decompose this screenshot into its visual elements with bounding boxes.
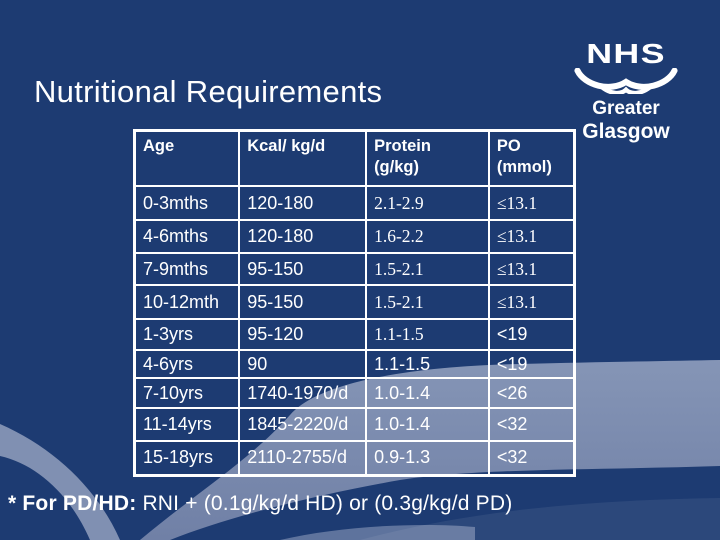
table-cell: 95-120 [238, 318, 368, 351]
table-cell: 10-12mth [133, 284, 241, 320]
table-header-line: Kcal/ kg/d [247, 137, 326, 155]
table-cell: <32 [487, 407, 576, 442]
swoosh-bottom-wedge [280, 524, 475, 540]
table-cell: <19 [487, 318, 576, 351]
table-cell: 1.6-2.2 [365, 219, 490, 254]
table-cell: 11-14yrs [133, 407, 241, 442]
table-cell: 1-3yrs [133, 318, 241, 351]
swoosh-bottom-faint [360, 498, 720, 540]
table-cell: 1.5-2.1 [365, 252, 490, 286]
table-cell: 15-18yrs [133, 440, 241, 476]
footnote-label: * For PD/HD: [8, 492, 137, 515]
table-cell: 1740-1970/d [238, 377, 368, 409]
table-row: 4-6mths 120-180 1.6-2.2 ≤13.1 [133, 219, 576, 254]
nhs-logo-text: NHS [586, 38, 666, 69]
footnote: * For PD/HD: RNI + (0.1g/kg/d HD) or (0.… [8, 492, 512, 516]
table-header-line: Age [143, 137, 175, 155]
table-cell: 90 [238, 349, 368, 379]
nhs-wings-icon [574, 68, 678, 94]
table-header-cell: PO (mmol) [487, 129, 576, 187]
table-row: 15-18yrs 2110-2755/d 0.9-1.3 <32 [133, 440, 576, 476]
nhs-logo-region-line1: Greater [592, 98, 660, 119]
table-cell: 120-180 [238, 185, 368, 221]
table-cell: ≤13.1 [487, 252, 576, 286]
table-header-line: (g/kg) [374, 157, 419, 176]
table-cell: 1.1-1.5 [365, 349, 490, 379]
table-cell: 95-150 [238, 252, 368, 286]
table-cell: <32 [487, 440, 576, 476]
table-row: 1-3yrs 95-120 1.1-1.5 <19 [133, 318, 576, 351]
table-header-row: Age Kcal/ kg/d Protein (g/kg) PO (mmol) [133, 129, 576, 187]
table-row: 10-12mth 95-150 1.5-2.1 ≤13.1 [133, 284, 576, 320]
table-cell: 1.1-1.5 [365, 318, 490, 351]
table-cell: ≤13.1 [487, 284, 576, 320]
table-cell: <26 [487, 377, 576, 409]
footnote-text: RNI + (0.1g/kg/d HD) or (0.3g/kg/d PD) [136, 492, 513, 515]
table-header-cell: Protein (g/kg) [365, 129, 490, 187]
table-cell: 2110-2755/d [238, 440, 368, 476]
table-cell: 7-10yrs [133, 377, 241, 409]
table-header-cell: Kcal/ kg/d [238, 129, 368, 187]
table-row: 7-10yrs 1740-1970/d 1.0-1.4 <26 [133, 377, 576, 409]
nutrition-table: Age Kcal/ kg/d Protein (g/kg) PO (mmol) 0-3mt… [133, 129, 576, 477]
table-header-cell: Age [133, 129, 241, 187]
table-header-line: (mmol) [496, 157, 552, 176]
swoosh-left-petal [0, 424, 120, 540]
table-cell: 7-9mths [133, 252, 241, 286]
table-cell: 120-180 [238, 219, 368, 254]
table-row: 7-9mths 95-150 1.5-2.1 ≤13.1 [133, 252, 576, 286]
table-cell: 1.0-1.4 [365, 407, 490, 442]
table-row: 4-6yrs 90 1.1-1.5 <19 [133, 349, 576, 379]
table-cell: 1845-2220/d [238, 407, 368, 442]
page-title: Nutritional Requirements [34, 74, 383, 109]
table-cell: 0.9-1.3 [365, 440, 490, 476]
table-row: 0-3mths 120-180 2.1-2.9 ≤13.1 [133, 185, 576, 221]
table-body: 0-3mths 120-180 2.1-2.9 ≤13.1 4-6mths 120-180… [133, 185, 576, 476]
table-cell: <19 [487, 349, 576, 379]
table-cell: 0-3mths [133, 185, 241, 221]
table-cell: 2.1-2.9 [365, 185, 490, 221]
table-cell: ≤13.1 [487, 219, 576, 254]
nhs-logo: NHS Greater Glasgow [570, 40, 682, 142]
table-cell: 4-6mths [133, 219, 241, 254]
table-header-line: Protein [374, 137, 431, 155]
table-cell: 4-6yrs [133, 349, 241, 379]
table-header-line: PO [496, 137, 521, 155]
table-cell: 1.0-1.4 [365, 377, 490, 409]
table-cell: ≤13.1 [487, 185, 576, 221]
table-cell: 1.5-2.1 [365, 284, 490, 320]
table-cell: 95-150 [238, 284, 368, 320]
table-row: 11-14yrs 1845-2220/d 1.0-1.4 <32 [133, 407, 576, 442]
nhs-logo-region-line2: Glasgow [582, 120, 670, 143]
